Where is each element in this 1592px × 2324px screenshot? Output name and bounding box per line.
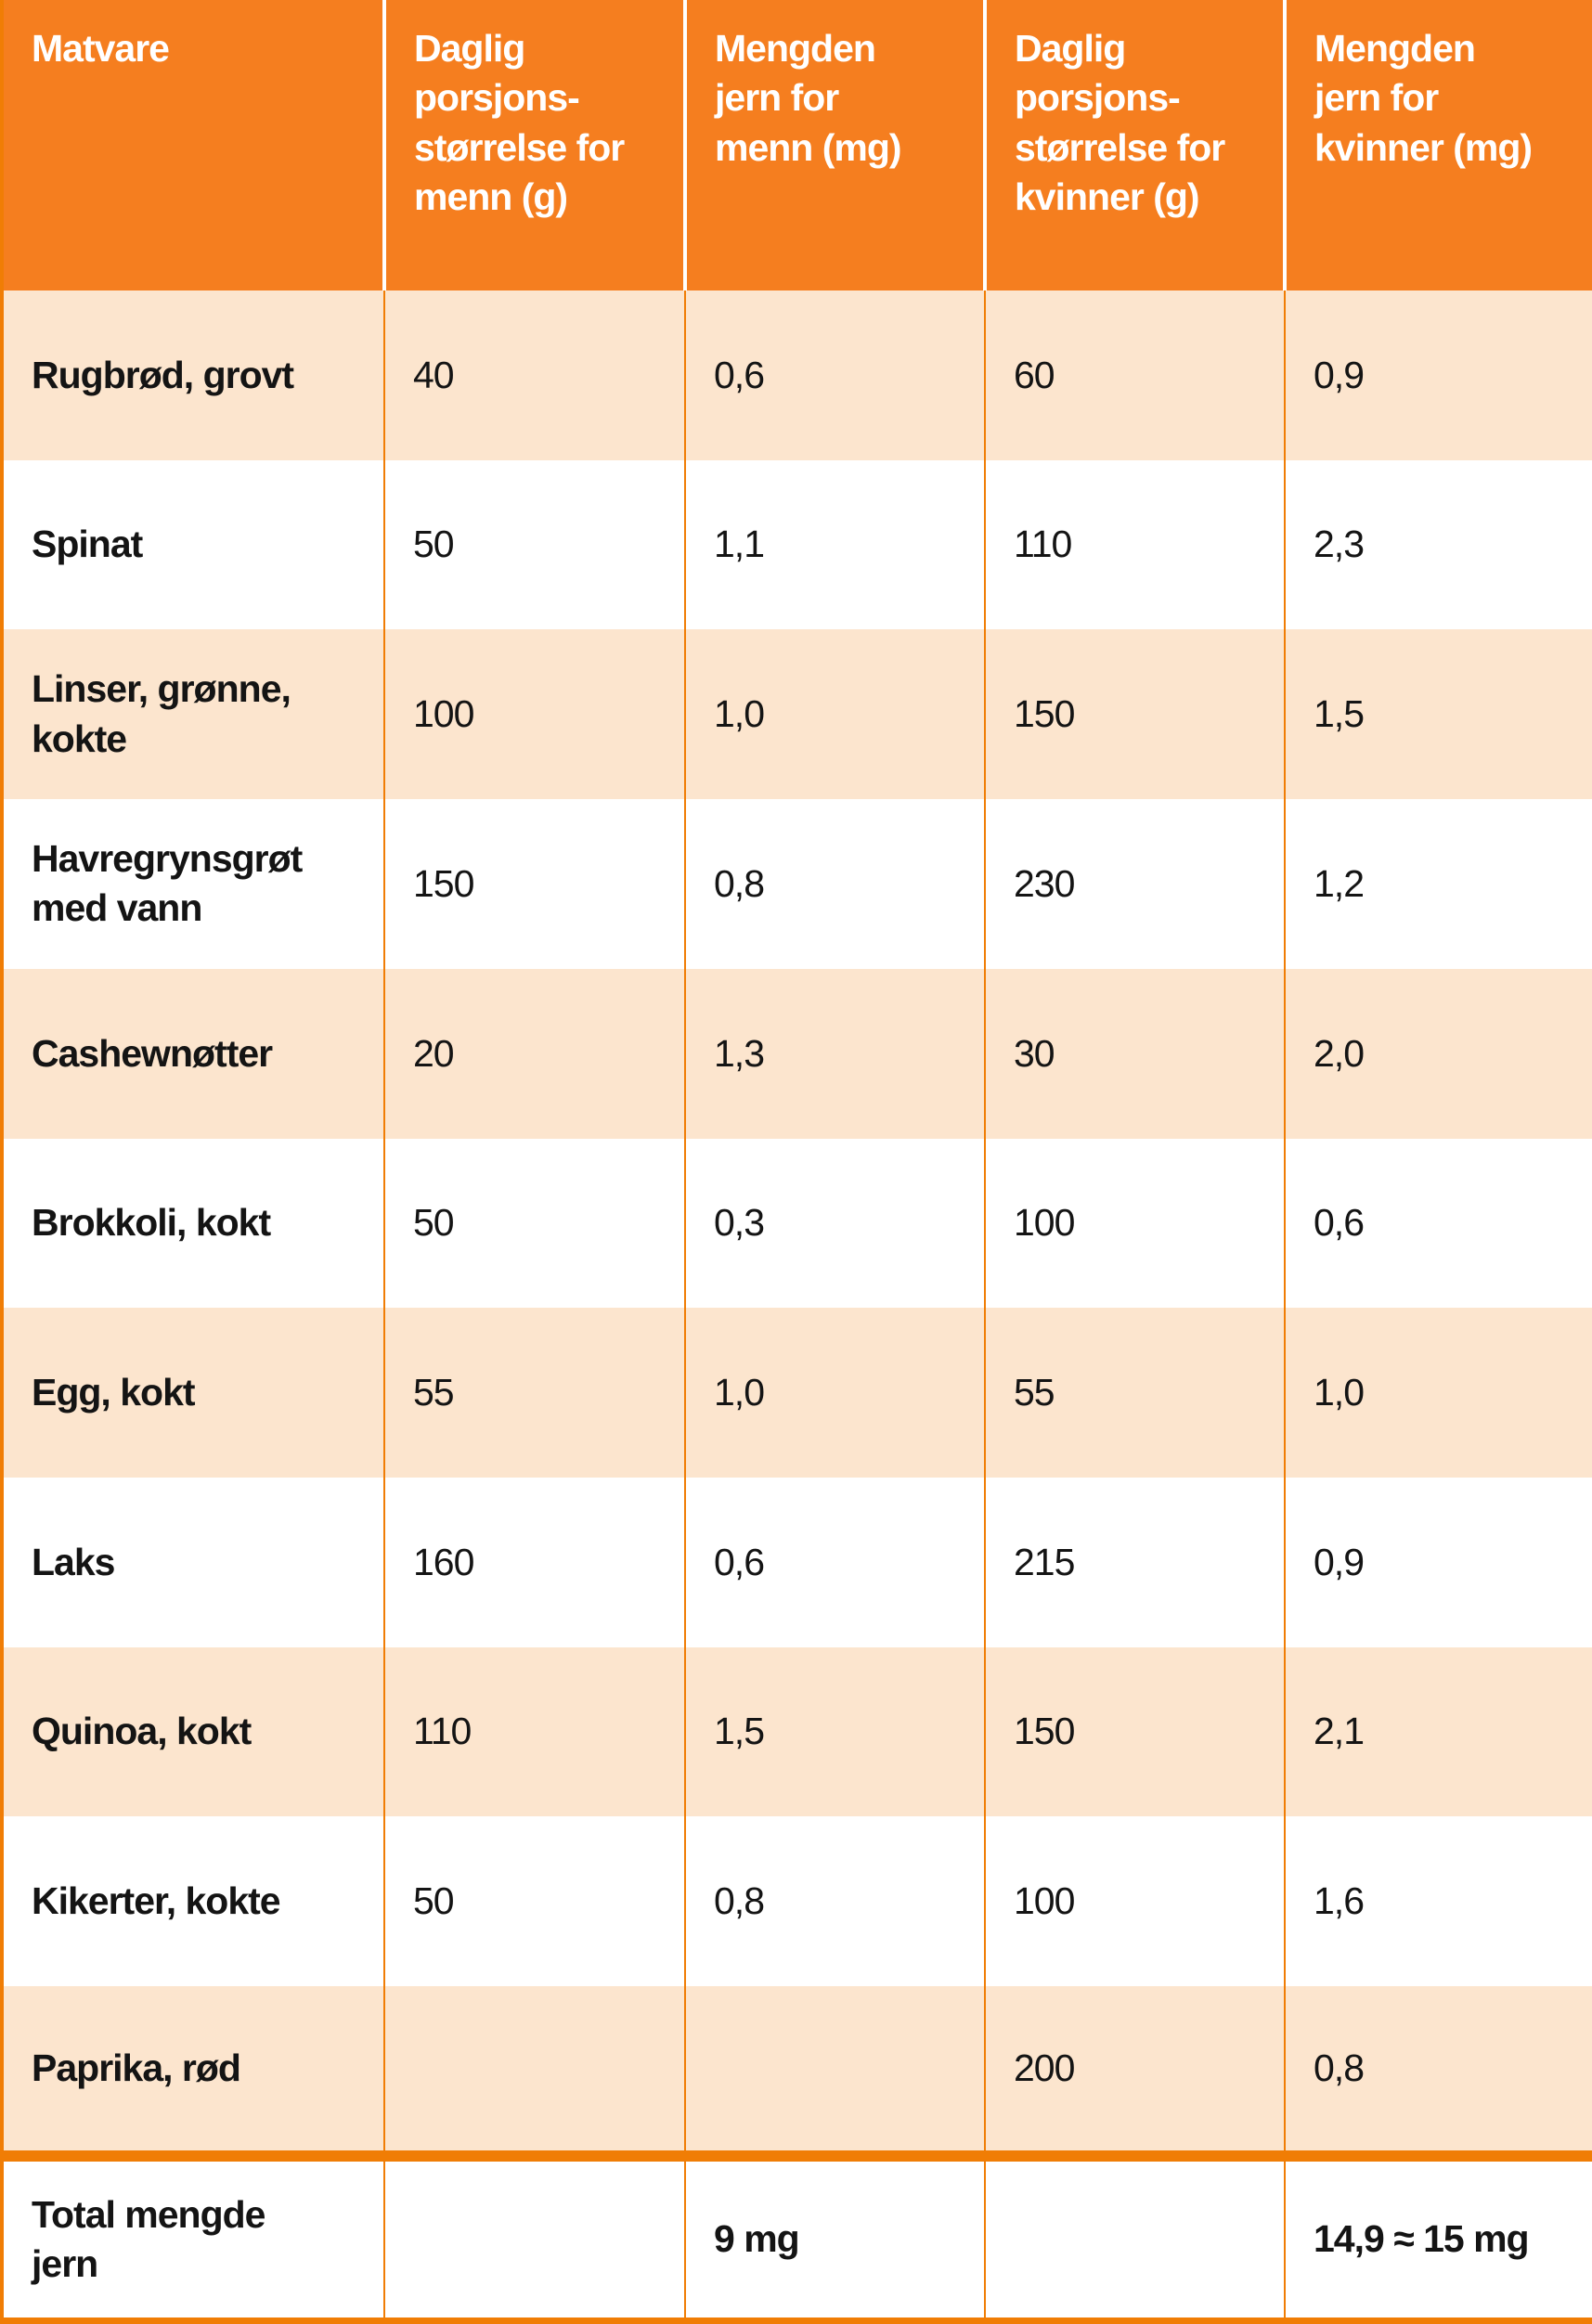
- cell-jern-menn: 1,5: [684, 1646, 985, 1817]
- table-row: Brokkoli, kokt 50 0,3 100 0,6: [2, 1138, 1592, 1309]
- cell-matvare: Cashewnøtter: [2, 968, 384, 1139]
- cell-matvare: Brokkoli, kokt: [32, 1201, 271, 1245]
- col-header-jern-menn: Mengden jern for menn (mg): [683, 0, 985, 290]
- table-row: Spinat 50 1,1 110 2,3: [2, 459, 1592, 630]
- cell-jern-kvinner: 1,6: [1284, 1816, 1592, 1987]
- cell-jern-menn: 1,0: [684, 629, 985, 800]
- table-row: Linser, grønne, kokte 100 1,0 150 1,5: [2, 629, 1592, 800]
- cell-matvare: Rugbrød, grovt: [2, 290, 384, 460]
- cell-jern-menn: 0,8: [684, 799, 985, 969]
- table-row: Quinoa, kokt 110 1,5 150 2,1: [2, 1646, 1592, 1817]
- cell-porsjon-menn: 55: [383, 1308, 685, 1478]
- cell-porsjon-menn: 160: [383, 1477, 685, 1647]
- table-row: Egg, kokt 55 1,0 55 1,0: [2, 1308, 1592, 1478]
- cell-jern-kvinner: 1,5: [1284, 629, 1592, 800]
- cell-matvare: Egg, kokt: [2, 1308, 384, 1478]
- col-header-porsjon-kvinner: Daglig porsjons- størrelse for kvinner (…: [983, 0, 1285, 290]
- cell-jern-menn: 1,0: [684, 1308, 985, 1478]
- cell-jern-kvinner: 1,2: [1284, 799, 1592, 969]
- cell-total-jern-kvinner: 14,9 ≈ 15 mg: [1284, 2150, 1592, 2321]
- cell-jern-menn: 0,6: [684, 1477, 985, 1647]
- table-row: Havregrynsgrøt med vann 150 0,8 230 1,2: [2, 799, 1592, 969]
- cell-porsjon-kvinner: 110: [984, 459, 1285, 630]
- cell-porsjon-kvinner: 200: [984, 1986, 1285, 2156]
- table-row: Rugbrød, grovt 40 0,6 60 0,9: [2, 290, 1592, 460]
- cell-porsjon-kvinner: 60: [984, 290, 1285, 460]
- cell-jern-kvinner: 0,9: [1284, 290, 1592, 460]
- cell-porsjon-menn: [383, 1986, 685, 2156]
- cell-porsjon-menn: 150: [383, 799, 685, 969]
- cell-porsjon-kvinner: 230: [984, 799, 1285, 969]
- cell-porsjon-kvinner: 30: [984, 968, 1285, 1139]
- cell-porsjon-menn: 50: [383, 1816, 685, 1987]
- cell-porsjon-kvinner: 215: [984, 1477, 1285, 1647]
- header-row: Matvare Daglig porsjons- størrelse for m…: [2, 0, 1592, 290]
- cell-porsjon-kvinner: 55: [984, 1308, 1285, 1478]
- cell-porsjon-menn: 50: [383, 1138, 685, 1309]
- cell-jern-kvinner: 2,0: [1284, 968, 1592, 1139]
- cell-matvare: Havregrynsgrøt med vann: [32, 837, 303, 930]
- cell-jern-menn: 1,1: [684, 459, 985, 630]
- table-row: Paprika, rød 200 0,8: [2, 1986, 1592, 2156]
- cell-porsjon-kvinner: 100: [984, 1816, 1285, 1987]
- cell-total-jern-menn: 9 mg: [684, 2150, 985, 2321]
- col-header-matvare: Matvare: [2, 0, 384, 290]
- cell-porsjon-kvinner: 150: [984, 1646, 1285, 1817]
- table-row: Kikerter, kokte 50 0,8 100 1,6: [2, 1816, 1592, 1987]
- cell-jern-menn: 0,6: [684, 290, 985, 460]
- cell-matvare: Spinat: [32, 523, 143, 566]
- cell-jern-menn: 1,3: [684, 968, 985, 1139]
- cell-jern-kvinner: 2,3: [1284, 459, 1592, 630]
- cell-matvare: Quinoa, kokt: [2, 1646, 384, 1817]
- col-header-jern-kvinner: Mengden jern for kvinner (mg): [1283, 0, 1592, 290]
- cell-porsjon-menn: 40: [383, 290, 685, 460]
- cell-jern-menn: 0,3: [684, 1138, 985, 1309]
- cell-jern-kvinner: 2,1: [1284, 1646, 1592, 1817]
- table-row: Laks 160 0,6 215 0,9: [2, 1477, 1592, 1647]
- cell-jern-menn: 0,8: [684, 1816, 985, 1987]
- col-header-porsjon-menn: Daglig porsjons- størrelse for menn (g): [382, 0, 685, 290]
- cell-porsjon-kvinner: 100: [984, 1138, 1285, 1309]
- cell-jern-kvinner: 0,9: [1284, 1477, 1592, 1647]
- cell-matvare: Paprika, rød: [2, 1986, 384, 2156]
- cell-jern-kvinner: 0,6: [1284, 1138, 1592, 1309]
- cell-porsjon-menn: 20: [383, 968, 685, 1139]
- cell-porsjon-menn: 100: [383, 629, 685, 800]
- total-row: Total mengde jern 9 mg 14,9 ≈ 15 mg: [2, 2150, 1592, 2321]
- cell-porsjon-menn: 50: [383, 459, 685, 630]
- cell-total-label: Total mengde jern: [2, 2150, 384, 2321]
- cell-jern-kvinner: 0,8: [1284, 1986, 1592, 2156]
- cell-porsjon-kvinner: 150: [984, 629, 1285, 800]
- cell-jern-menn: [684, 1986, 985, 2156]
- cell-matvare: Laks: [32, 1540, 115, 1583]
- cell-matvare: Linser, grønne, kokte: [2, 629, 384, 800]
- cell-matvare: Kikerter, kokte: [32, 1879, 281, 1923]
- table-row: Cashewnøtter 20 1,3 30 2,0: [2, 968, 1592, 1139]
- cell-jern-kvinner: 1,0: [1284, 1308, 1592, 1478]
- cell-total-porsjon-kvinner: [984, 2150, 1285, 2321]
- cell-total-porsjon-menn: [383, 2150, 685, 2321]
- cell-porsjon-menn: 110: [383, 1646, 685, 1817]
